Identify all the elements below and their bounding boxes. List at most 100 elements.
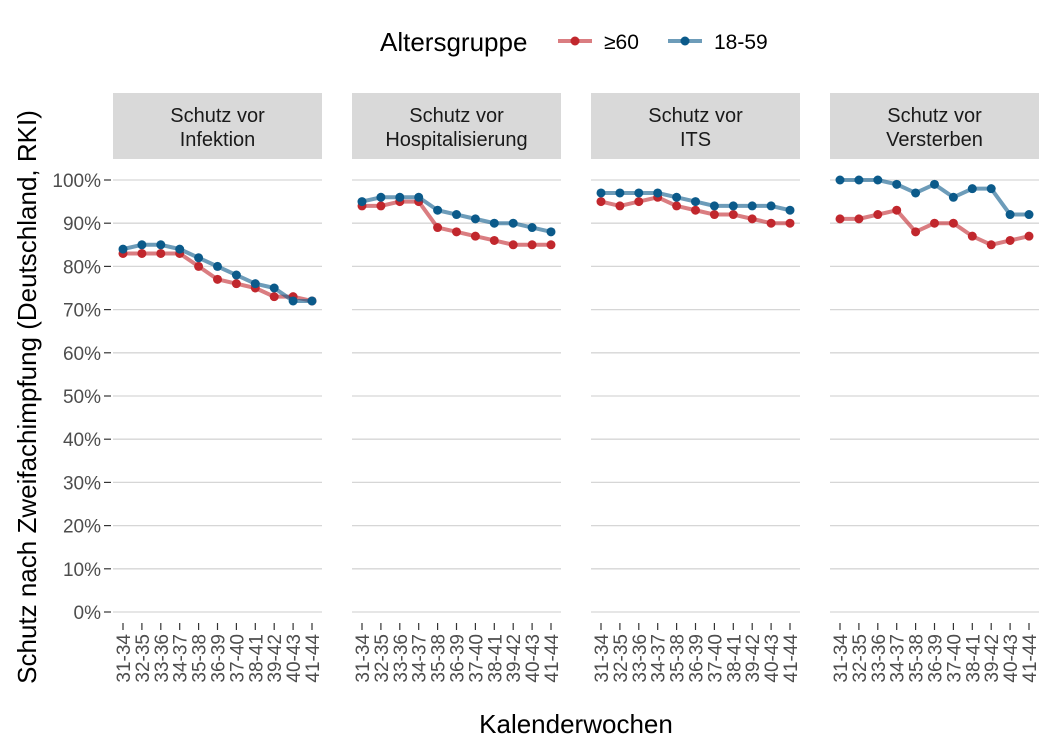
data-point	[489, 235, 499, 245]
y-tick-label: 60%	[63, 344, 101, 365]
facet-strip	[830, 93, 1039, 159]
facet-strip	[113, 93, 322, 159]
x-tick-label: 40-43	[284, 634, 305, 683]
x-tick-label: 32-35	[133, 634, 154, 683]
data-point	[213, 261, 222, 271]
x-tick-label: 37-40	[944, 634, 965, 683]
x-tick-label: 41-44	[542, 634, 563, 683]
x-tick-label: 33-36	[869, 634, 890, 683]
data-point	[433, 223, 443, 233]
y-tick-label: 90%	[63, 214, 101, 235]
data-point	[728, 201, 738, 211]
data-point	[691, 205, 700, 215]
data-point	[854, 175, 864, 185]
data-point	[911, 188, 921, 198]
x-tick-label: 40-43	[523, 634, 544, 683]
data-point	[137, 248, 147, 258]
data-point	[231, 270, 241, 280]
data-point	[395, 192, 405, 202]
x-tick-label: 31-34	[592, 634, 613, 683]
x-tick-label: 34-37	[888, 634, 909, 683]
data-point	[854, 214, 864, 224]
x-tick-label: 32-35	[850, 634, 871, 683]
x-tick-label: 39-42	[982, 634, 1003, 683]
y-tick-label: 0%	[74, 603, 102, 624]
x-tick-label: 34-37	[171, 634, 192, 683]
x-tick-label: 33-36	[152, 634, 173, 683]
facet-title-line2: ITS	[680, 129, 711, 151]
facet-strip	[591, 93, 800, 159]
x-tick-label: 31-34	[353, 634, 374, 683]
x-tick-label: 34-37	[649, 634, 670, 683]
data-point	[672, 192, 682, 202]
data-point	[546, 227, 556, 237]
data-point	[766, 201, 776, 211]
data-point	[596, 197, 606, 207]
y-tick-label: 80%	[63, 257, 101, 278]
data-point	[470, 214, 480, 224]
data-point	[527, 240, 537, 250]
x-tick-label: 35-38	[429, 634, 450, 683]
data-point	[376, 201, 386, 211]
x-tick-label: 36-39	[926, 634, 947, 683]
data-point	[508, 240, 518, 250]
y-tick-label: 70%	[63, 301, 101, 322]
data-point	[930, 218, 939, 228]
y-axis: 0% 10% 20% 30% 40% 50% 60% 70% 80% 90% 100%	[52, 171, 111, 624]
data-point	[194, 261, 204, 271]
x-tick-label: 37-40	[466, 634, 487, 683]
facet-title-line1: Schutz vor	[887, 105, 982, 127]
x-tick-label: 36-39	[448, 634, 469, 683]
data-point	[873, 175, 883, 185]
data-point	[948, 218, 958, 228]
data-point	[1024, 210, 1034, 220]
data-point	[615, 188, 625, 198]
facet-title-line1: Schutz vor	[648, 105, 743, 127]
x-axis-title: Kalenderwochen	[479, 709, 673, 739]
x-tick-label: 32-35	[372, 634, 393, 683]
data-point	[785, 218, 795, 228]
legend-label: 18-59	[714, 31, 768, 54]
data-point	[269, 292, 279, 302]
data-point	[288, 296, 298, 306]
data-point	[489, 218, 499, 228]
y-tick-label: 40%	[63, 430, 101, 451]
x-tick-label: 41-44	[1020, 634, 1041, 683]
x-tick-label: 40-43	[1001, 634, 1022, 683]
data-point	[175, 244, 185, 254]
data-point	[213, 274, 222, 284]
x-tick-label: 39-42	[504, 634, 525, 683]
x-tick-label: 38-41	[724, 634, 745, 683]
x-tick-label: 36-39	[209, 634, 230, 683]
x-tick-label: 37-40	[705, 634, 726, 683]
data-point	[691, 197, 700, 207]
x-tick-label: 34-37	[410, 634, 431, 683]
legend-key-point	[570, 36, 580, 46]
facet-title-line1: Schutz vor	[409, 105, 504, 127]
x-tick-label: 32-35	[611, 634, 632, 683]
data-point	[835, 175, 845, 185]
x-tick-label: 33-36	[630, 634, 651, 683]
x-tick-label: 39-42	[265, 634, 286, 683]
x-tick-label: 38-41	[963, 634, 984, 683]
facet-title-line2: Hospitalisierung	[385, 129, 527, 151]
data-point	[634, 188, 644, 198]
data-point	[452, 227, 461, 237]
legend-key-point	[680, 36, 690, 46]
data-point	[269, 283, 279, 293]
data-point	[470, 231, 480, 241]
x-tick-label: 38-41	[246, 634, 267, 683]
data-point	[653, 188, 663, 198]
data-point	[433, 205, 443, 215]
data-point	[967, 231, 977, 241]
facet-title-line2: Versterben	[886, 129, 983, 151]
legend-label: ≥60	[604, 31, 639, 54]
data-point	[709, 210, 719, 220]
legend: Altersgruppe ≥60 18-59	[380, 27, 768, 57]
x-tick-label: 35-38	[668, 634, 689, 683]
data-point	[747, 201, 757, 211]
data-point	[118, 244, 128, 254]
